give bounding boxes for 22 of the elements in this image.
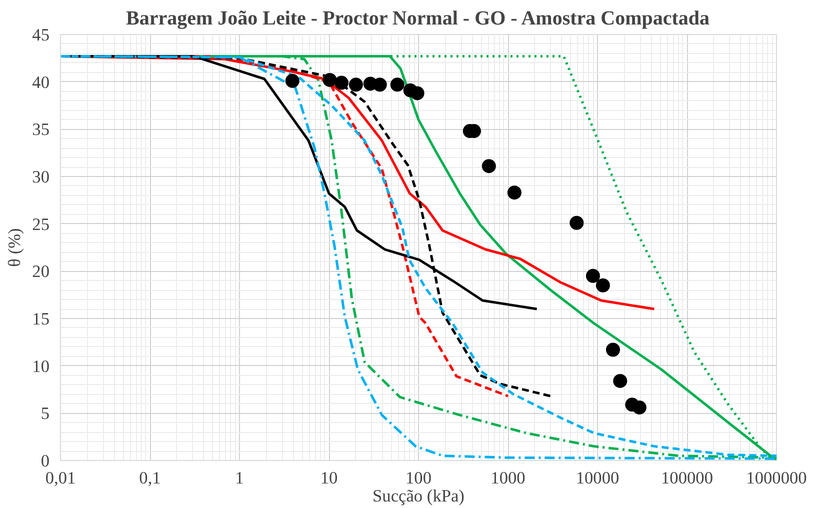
- y-tick-label: 5: [40, 404, 50, 424]
- x-tick-label: 100: [406, 468, 432, 488]
- y-tick-label: 10: [32, 356, 50, 376]
- y-tick-label: 15: [32, 310, 50, 328]
- x-tick-label: 10000: [576, 468, 620, 488]
- x-tick-label: 100000: [661, 468, 713, 488]
- y-tick-label: 20: [32, 262, 50, 282]
- y-tick-label: 0: [40, 452, 50, 470]
- y-tick-label: 25: [32, 214, 50, 234]
- x-tick-label: 0,1: [139, 468, 161, 488]
- x-axis-title: Sucção (kPa): [372, 486, 465, 506]
- x-tick-label: 1000000: [746, 468, 807, 488]
- y-tick-label: 40: [32, 72, 50, 92]
- y-tick-label: 30: [32, 168, 50, 186]
- y-tick-label: 35: [32, 120, 50, 140]
- x-tick-label: 1: [235, 468, 244, 488]
- x-tick-label: 10: [320, 468, 338, 488]
- y-axis-title: θ (%): [5, 228, 24, 267]
- x-tick-label: 1000: [490, 468, 526, 488]
- x-tick-label: 0,01: [45, 468, 76, 488]
- y-tick-label: 45: [32, 26, 50, 44]
- chart-title: Barragem João Leite - Proctor Normal - GO - Amostra Compactada: [126, 8, 710, 30]
